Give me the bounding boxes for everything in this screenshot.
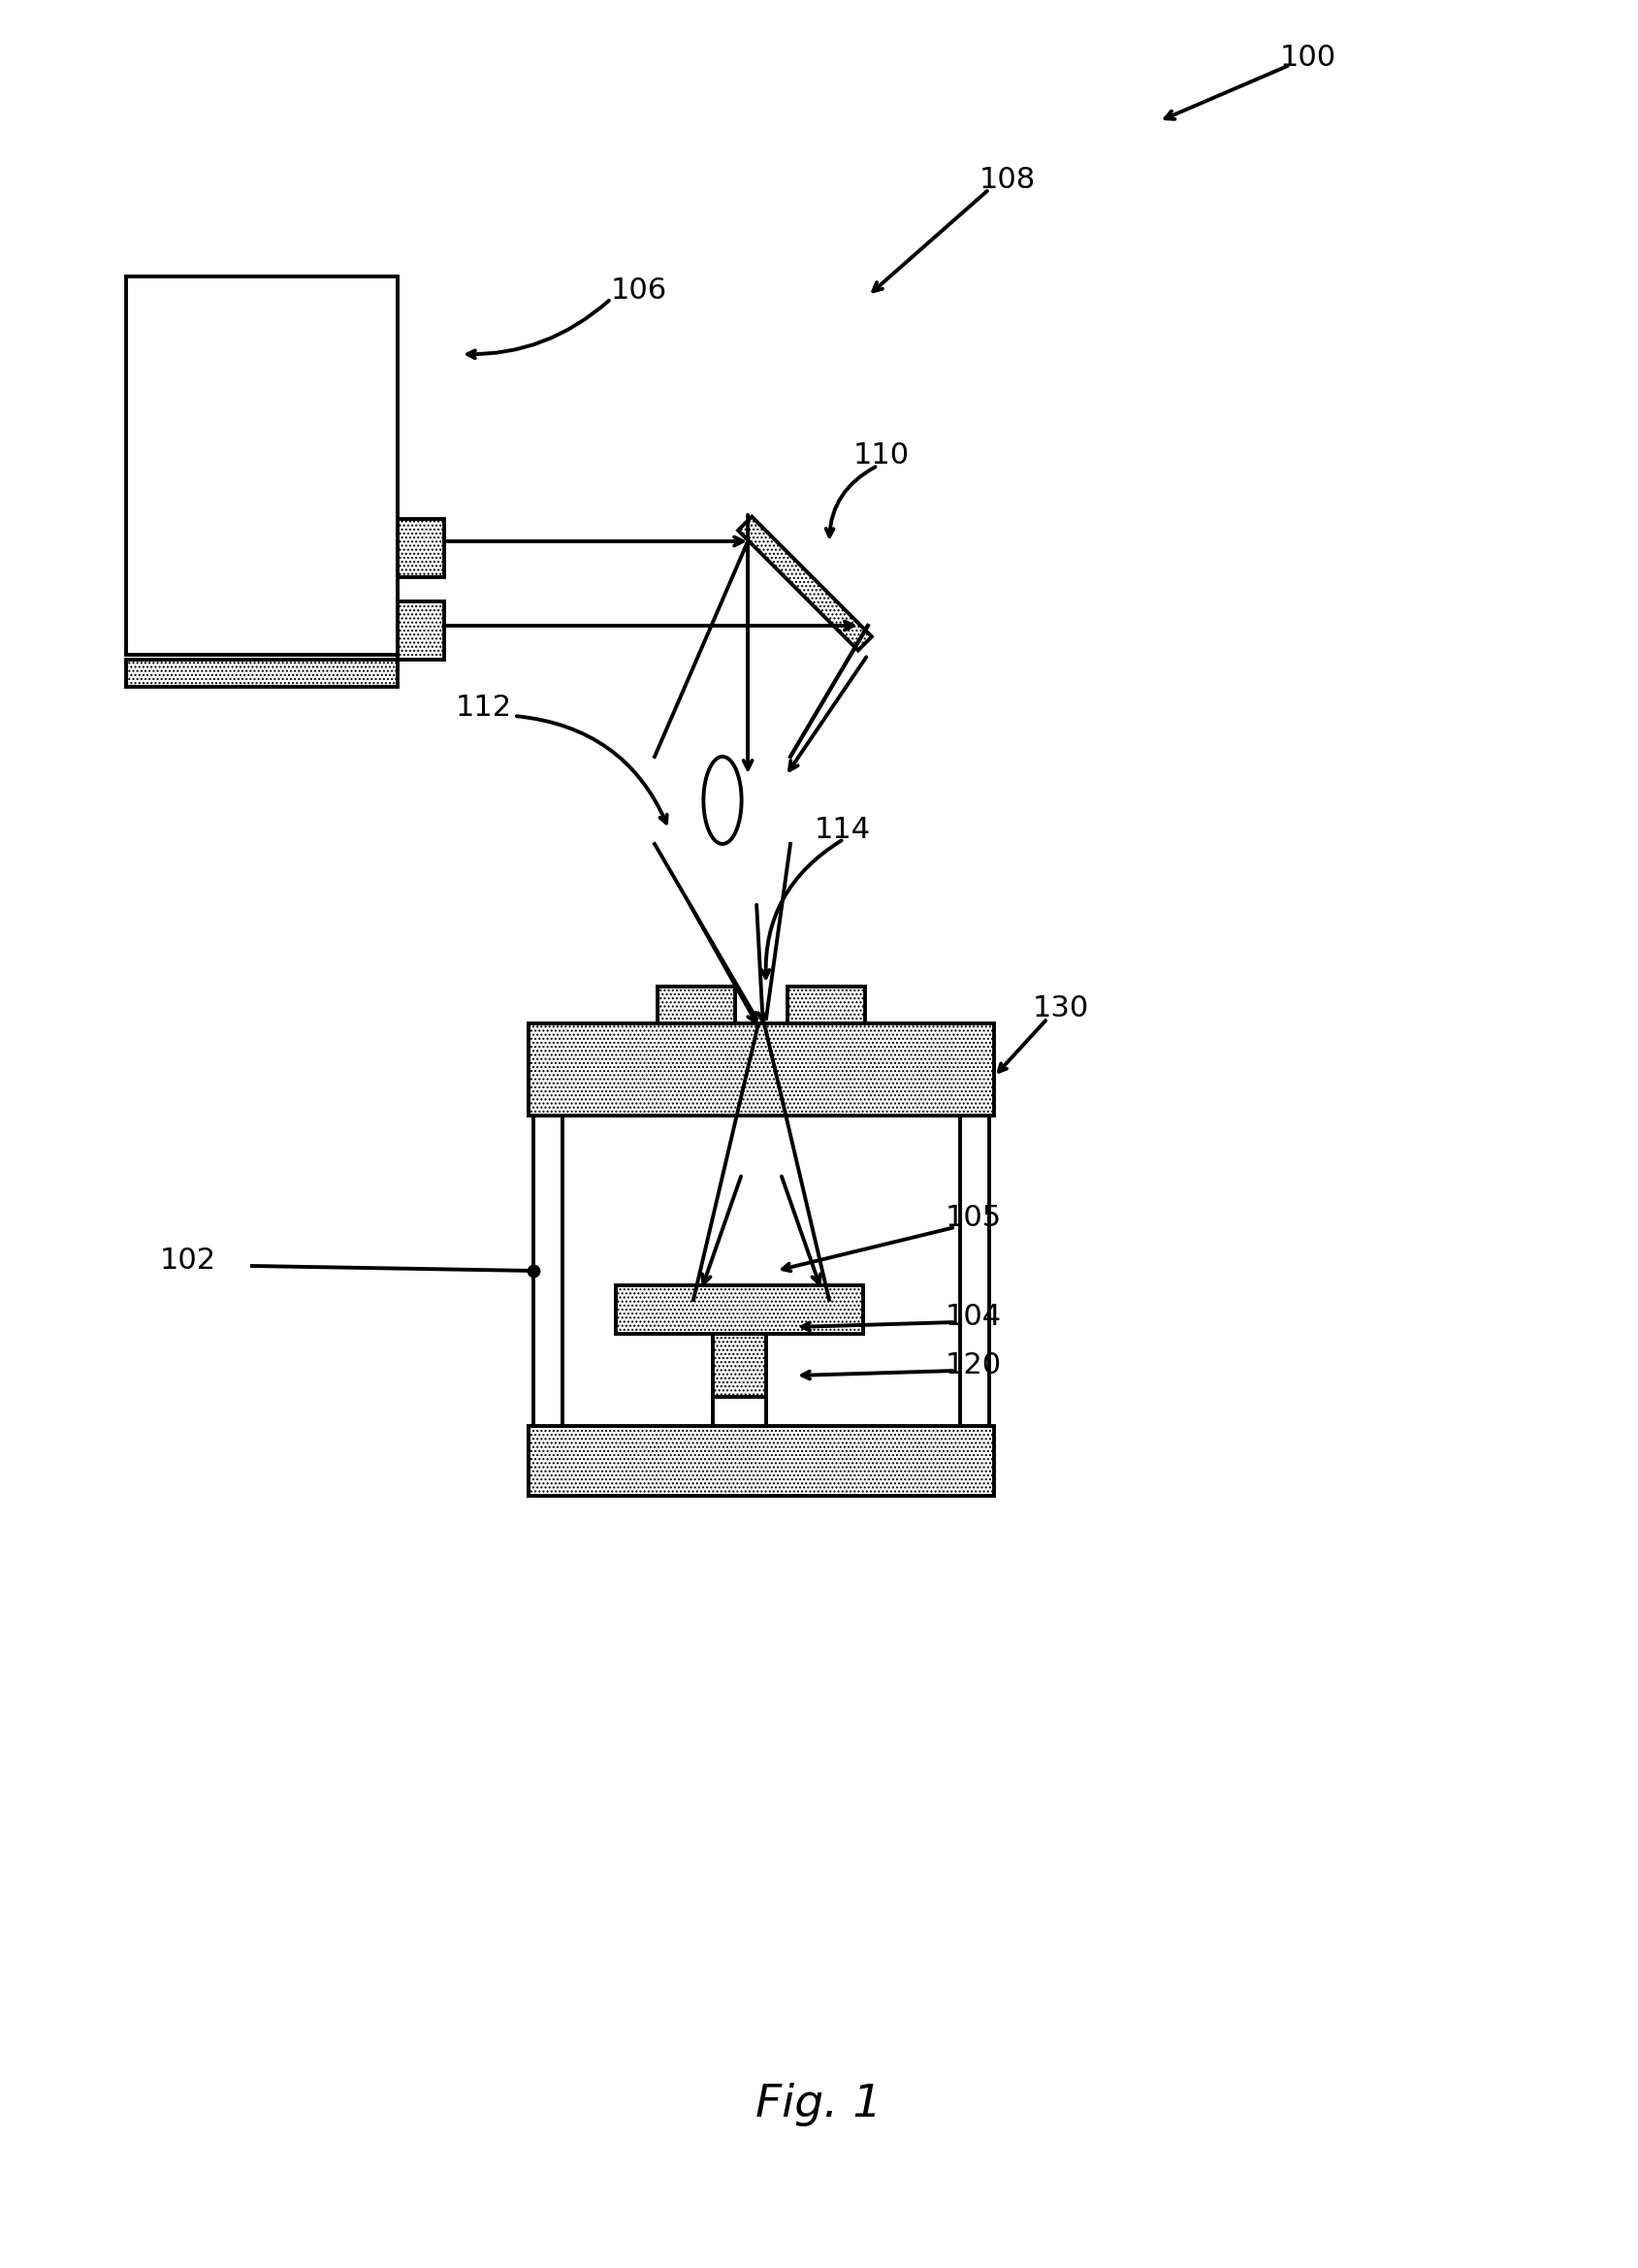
- Bar: [529, 1427, 994, 1497]
- Polygon shape: [739, 517, 871, 651]
- Bar: [616, 1286, 863, 1334]
- Text: Fig. 1: Fig. 1: [755, 2084, 881, 2127]
- Bar: [713, 1334, 767, 1397]
- Text: 100: 100: [1281, 43, 1337, 73]
- Bar: [398, 601, 444, 660]
- Text: 112: 112: [455, 694, 513, 721]
- Text: 114: 114: [814, 814, 871, 844]
- Polygon shape: [703, 758, 742, 844]
- Bar: [398, 519, 444, 576]
- Bar: [529, 1023, 994, 1116]
- Text: 130: 130: [1034, 996, 1089, 1023]
- Text: 105: 105: [945, 1204, 1002, 1232]
- Bar: [788, 987, 865, 1023]
- Text: 104: 104: [945, 1304, 1002, 1331]
- Text: 108: 108: [980, 166, 1035, 193]
- Bar: [126, 277, 398, 655]
- Text: 102: 102: [161, 1247, 216, 1275]
- Text: 110: 110: [853, 442, 909, 469]
- Text: 106: 106: [611, 277, 667, 306]
- Text: 120: 120: [945, 1352, 1002, 1379]
- Bar: [126, 660, 398, 687]
- Bar: [657, 987, 735, 1023]
